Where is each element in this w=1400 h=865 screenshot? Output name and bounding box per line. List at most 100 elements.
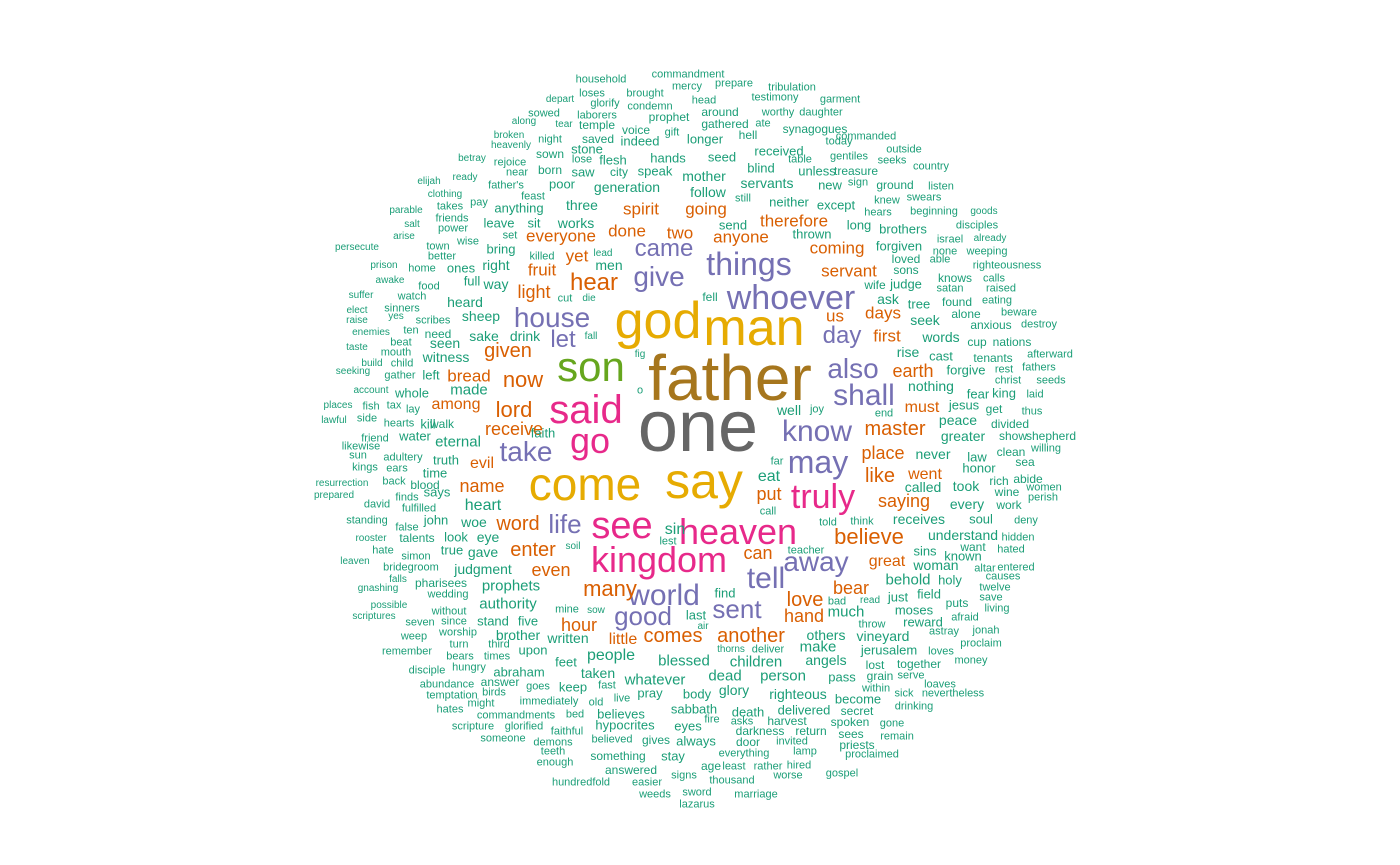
word-give: give xyxy=(633,261,685,292)
word-fish: fish xyxy=(362,400,380,413)
word-hell: hell xyxy=(738,128,758,142)
word-never: never xyxy=(915,446,951,462)
word-adultery: adultery xyxy=(383,451,423,464)
word-commandment: commandment xyxy=(651,68,725,81)
word-can: can xyxy=(743,543,773,563)
word-sun: sun xyxy=(349,449,367,462)
word-says: says xyxy=(423,484,451,500)
word-account: account xyxy=(353,385,389,396)
word-mercy: mercy xyxy=(672,80,702,93)
word-abraham: abraham xyxy=(493,664,545,680)
word-born: born xyxy=(537,163,563,177)
word-always: always xyxy=(676,733,716,749)
word-invited: invited xyxy=(776,735,808,748)
word-rooster: rooster xyxy=(355,533,387,544)
word-twelve: twelve xyxy=(979,581,1011,594)
word-enter: enter xyxy=(510,539,556,561)
word-brothers: brothers xyxy=(879,221,927,237)
word-delivered: delivered xyxy=(777,702,831,718)
word-new: new xyxy=(818,177,842,193)
word-come: come xyxy=(528,458,642,510)
word-knows: knows xyxy=(937,271,973,285)
word-servant: servant xyxy=(821,261,877,281)
word-sake: sake xyxy=(469,328,499,344)
word-near: near xyxy=(505,166,529,179)
word-hate: hate xyxy=(372,544,394,557)
word-weep: weep xyxy=(400,630,428,643)
word-us: us xyxy=(826,306,844,326)
word-blood: blood xyxy=(410,478,440,492)
word-one: one xyxy=(637,387,759,467)
word-put: put xyxy=(756,484,782,504)
word-may: may xyxy=(787,444,849,480)
word-friend: friend xyxy=(361,432,389,445)
word-remember: remember xyxy=(381,645,433,658)
word-night: night xyxy=(538,133,562,146)
word-god: god xyxy=(614,292,702,350)
word-living: living xyxy=(984,602,1010,615)
word-easier: easier xyxy=(632,776,662,789)
word-thorns: thorns xyxy=(717,644,745,655)
word-together: together xyxy=(896,657,942,671)
word-town: town xyxy=(426,240,450,253)
word-tribulation: tribulation xyxy=(768,81,816,94)
word-generation: generation xyxy=(593,179,661,195)
word-known: known xyxy=(944,548,982,564)
word-sea: sea xyxy=(1015,455,1035,469)
word-think: think xyxy=(850,515,874,528)
word-anxious: anxious xyxy=(970,318,1012,332)
word-evil: evil xyxy=(469,455,495,472)
word-gospel: gospel xyxy=(825,767,859,780)
word-field: field xyxy=(917,586,941,602)
word-hypocrites: hypocrites xyxy=(595,717,655,733)
word-follow: follow xyxy=(690,184,726,200)
word-lord: lord xyxy=(495,397,533,422)
word-spoken: spoken xyxy=(830,715,870,729)
word-truly: truly xyxy=(790,478,856,516)
word-children: children xyxy=(729,653,783,671)
word-whatever: whatever xyxy=(624,671,686,689)
word-dead: dead xyxy=(708,667,742,685)
word-christ: christ xyxy=(994,374,1022,387)
word-immediately: immediately xyxy=(519,695,579,708)
word-gave: gave xyxy=(467,544,499,560)
word-well: well xyxy=(776,402,802,418)
word-day: day xyxy=(822,322,862,349)
word-told: told xyxy=(819,516,837,529)
word-full: full xyxy=(463,273,481,289)
word-fig: fig xyxy=(634,349,646,360)
word-peace: peace xyxy=(938,412,978,428)
word-tell: tell xyxy=(746,562,786,595)
word-lest: lest xyxy=(659,535,677,548)
word-faith: faith xyxy=(530,425,556,441)
word-law: law xyxy=(967,449,987,465)
word-goes: goes xyxy=(526,680,550,693)
word-comes: comes xyxy=(643,625,703,647)
word-gnashing: gnashing xyxy=(357,583,399,594)
word-broken: broken xyxy=(493,130,525,141)
word-hears: hears xyxy=(864,206,892,219)
word-laid: laid xyxy=(1026,388,1044,401)
word-father: father xyxy=(648,342,812,414)
word-seed: seed xyxy=(707,149,737,165)
word-save: save xyxy=(979,591,1003,604)
word-around: around xyxy=(701,105,739,119)
word-prophets: prophets xyxy=(481,577,541,595)
word-much: much xyxy=(827,603,865,621)
word-thus: thus xyxy=(1021,405,1043,418)
word-birds: birds xyxy=(482,686,506,699)
word-righteous: righteous xyxy=(769,686,827,702)
word-ears: ears xyxy=(386,462,408,475)
word-worse: worse xyxy=(773,769,803,782)
word-fruit: fruit xyxy=(527,260,557,280)
word-simon: simon xyxy=(401,550,431,563)
word-light: light xyxy=(517,282,551,302)
word-ten: ten xyxy=(403,324,419,337)
word-came: came xyxy=(634,235,694,262)
word-go: go xyxy=(569,420,611,461)
word-nothing: nothing xyxy=(908,378,954,394)
word-divided: divided xyxy=(990,417,1030,431)
word-woman: woman xyxy=(913,557,959,573)
word-sent: sent xyxy=(712,594,762,624)
